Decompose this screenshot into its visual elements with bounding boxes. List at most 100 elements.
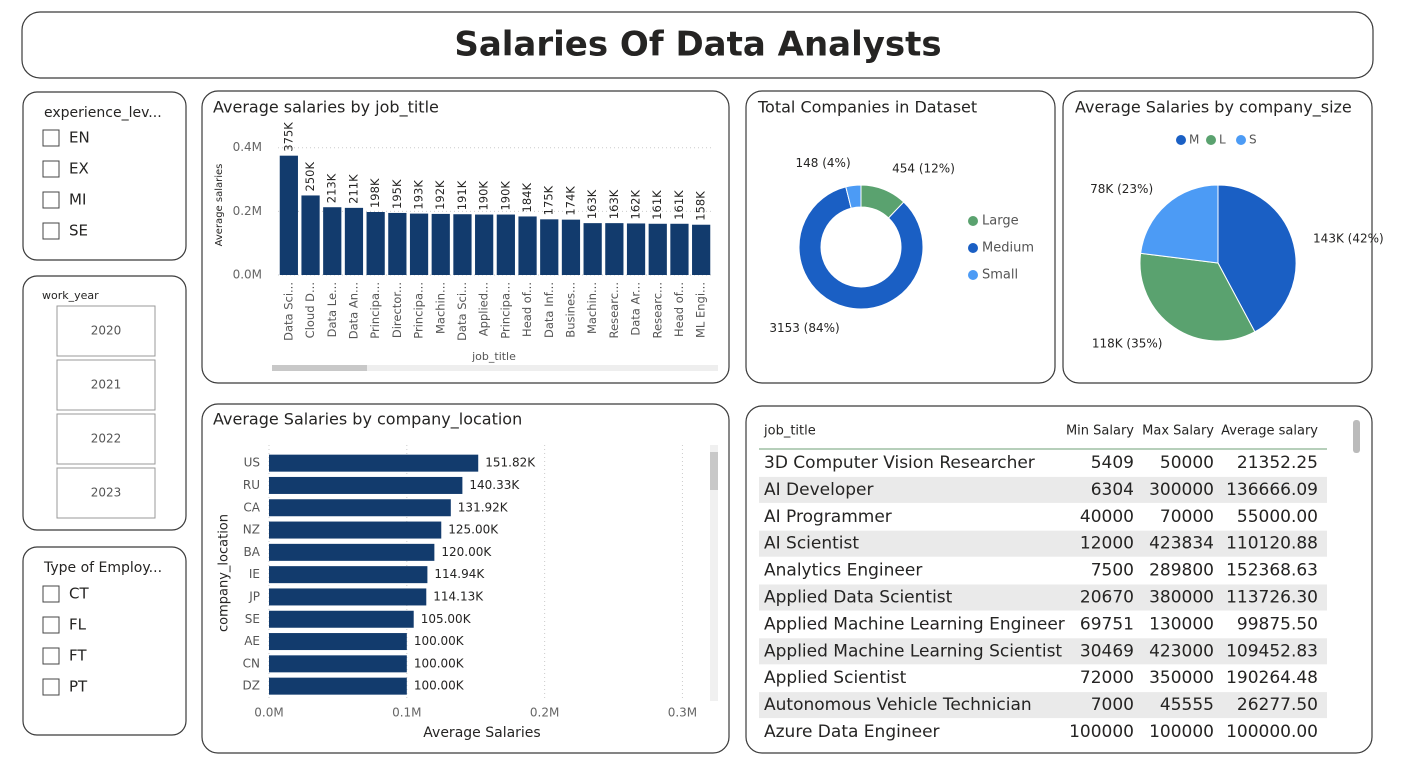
bar bbox=[431, 213, 450, 275]
data-label: 163K bbox=[607, 189, 621, 219]
data-label: 454 (12%) bbox=[892, 161, 955, 175]
data-label: 375K bbox=[281, 122, 295, 152]
slicer-tile[interactable] bbox=[56, 467, 156, 519]
data-label: 118K (35%) bbox=[1092, 336, 1163, 350]
slicer-option: FL bbox=[69, 616, 87, 634]
slicer-option: PT bbox=[69, 678, 88, 696]
data-label: 198K bbox=[368, 178, 382, 208]
table-cell: AI Programmer bbox=[764, 507, 892, 527]
row-background bbox=[759, 476, 1327, 503]
table-cell: 3D Computer Vision Researcher bbox=[764, 453, 1035, 473]
bar bbox=[366, 212, 385, 275]
slicer-tile[interactable] bbox=[56, 359, 156, 411]
table-cell: 69751 bbox=[1080, 614, 1134, 634]
table-cell: 423000 bbox=[1149, 641, 1214, 661]
checkbox[interactable] bbox=[42, 647, 60, 665]
x-tick-label: Principa... bbox=[498, 282, 512, 339]
x-tick-label: Machin... bbox=[585, 282, 599, 334]
scrollbar-thumb[interactable] bbox=[272, 365, 367, 371]
data-label: 114.94K bbox=[434, 567, 485, 581]
y-tick-label: IE bbox=[249, 567, 260, 581]
data-label: 120.00K bbox=[441, 545, 492, 559]
checkbox[interactable] bbox=[42, 222, 60, 240]
x-tick-label: Data Le... bbox=[325, 282, 339, 337]
x-tick-label: Principa... bbox=[368, 282, 382, 339]
slicer-tile[interactable] bbox=[56, 305, 156, 357]
row-background bbox=[759, 584, 1327, 611]
data-label: 158K bbox=[694, 191, 708, 221]
bar bbox=[475, 214, 494, 275]
y-tick-label: AE bbox=[244, 634, 260, 648]
legend-label: Large bbox=[982, 214, 1019, 229]
slicer-option: EN bbox=[69, 129, 90, 147]
table-cell: Applied Data Scientist bbox=[764, 588, 953, 608]
table-cell: Azure Data Engineer bbox=[764, 722, 940, 742]
x-tick-label: Principa... bbox=[412, 282, 426, 339]
checkbox[interactable] bbox=[42, 191, 60, 209]
checkbox[interactable] bbox=[42, 160, 60, 178]
scrollbar-thumb[interactable] bbox=[1353, 420, 1360, 453]
legend-marker bbox=[1176, 135, 1186, 145]
table-cell: 350000 bbox=[1149, 668, 1214, 688]
bar bbox=[496, 214, 515, 275]
legend-label: M bbox=[1189, 133, 1199, 147]
data-label: 190K bbox=[477, 181, 491, 211]
table-cell: 130000 bbox=[1149, 614, 1214, 634]
scrollbar-track[interactable] bbox=[272, 365, 718, 371]
slice bbox=[845, 184, 862, 209]
x-tick-label: 0.3M bbox=[668, 706, 697, 720]
y-tick-label: BA bbox=[244, 545, 261, 559]
data-label: 105.00K bbox=[421, 612, 472, 626]
table-cell: 70000 bbox=[1160, 507, 1214, 527]
row-background bbox=[759, 692, 1327, 719]
table-cell: 100000.00 bbox=[1226, 722, 1318, 742]
bar bbox=[279, 155, 298, 275]
bar bbox=[323, 207, 342, 275]
checkbox[interactable] bbox=[42, 616, 60, 634]
checkbox[interactable] bbox=[42, 678, 60, 696]
y-tick-label: CA bbox=[243, 500, 260, 514]
y-tick-label: 0.2M bbox=[233, 204, 262, 218]
slicer-option: 2020 bbox=[91, 324, 122, 338]
data-label: 148 (4%) bbox=[796, 156, 851, 170]
slicer-option: MI bbox=[69, 191, 86, 209]
table-cell: 30469 bbox=[1080, 641, 1134, 661]
table-cell: Applied Scientist bbox=[764, 668, 907, 688]
data-label: 161K bbox=[650, 190, 664, 220]
table-cell: 136666.09 bbox=[1226, 480, 1318, 500]
slicer-tile[interactable] bbox=[56, 413, 156, 465]
y-tick-label: SE bbox=[245, 612, 260, 626]
y-tick-label: 0.4M bbox=[233, 140, 262, 154]
data-label: 184K bbox=[520, 183, 534, 213]
bar bbox=[301, 195, 320, 275]
x-axis-label: Average Salaries bbox=[423, 725, 540, 741]
bar bbox=[605, 223, 624, 275]
y-tick-label: NZ bbox=[243, 523, 260, 537]
scrollbar-track[interactable] bbox=[710, 445, 718, 701]
slice bbox=[1140, 184, 1219, 264]
table-cell: 289800 bbox=[1149, 561, 1214, 581]
slicer-option: EX bbox=[69, 160, 89, 178]
column-header: Average salary bbox=[1221, 424, 1318, 439]
legend-marker bbox=[968, 216, 978, 226]
table-cell: 109452.83 bbox=[1226, 641, 1318, 661]
slicer-option: FT bbox=[69, 647, 87, 665]
x-tick-label: Applied... bbox=[477, 282, 491, 336]
data-label: 213K bbox=[325, 173, 339, 203]
table-cell: 20670 bbox=[1080, 588, 1134, 608]
checkbox[interactable] bbox=[42, 585, 60, 603]
scrollbar-thumb[interactable] bbox=[710, 452, 718, 490]
data-label: 125.00K bbox=[448, 523, 499, 537]
data-label: 114.13K bbox=[433, 589, 484, 603]
x-tick-label: Data Ar... bbox=[629, 282, 643, 336]
slicer-panel bbox=[22, 91, 187, 261]
table-cell: 50000 bbox=[1160, 453, 1214, 473]
bar bbox=[409, 213, 429, 275]
legend-marker bbox=[968, 270, 978, 280]
data-label: 250K bbox=[303, 162, 317, 192]
legend-marker bbox=[968, 243, 978, 253]
checkbox[interactable] bbox=[42, 129, 60, 147]
y-tick-label: JP bbox=[248, 589, 260, 603]
slice bbox=[1139, 252, 1256, 342]
table-cell: 5409 bbox=[1091, 453, 1134, 473]
